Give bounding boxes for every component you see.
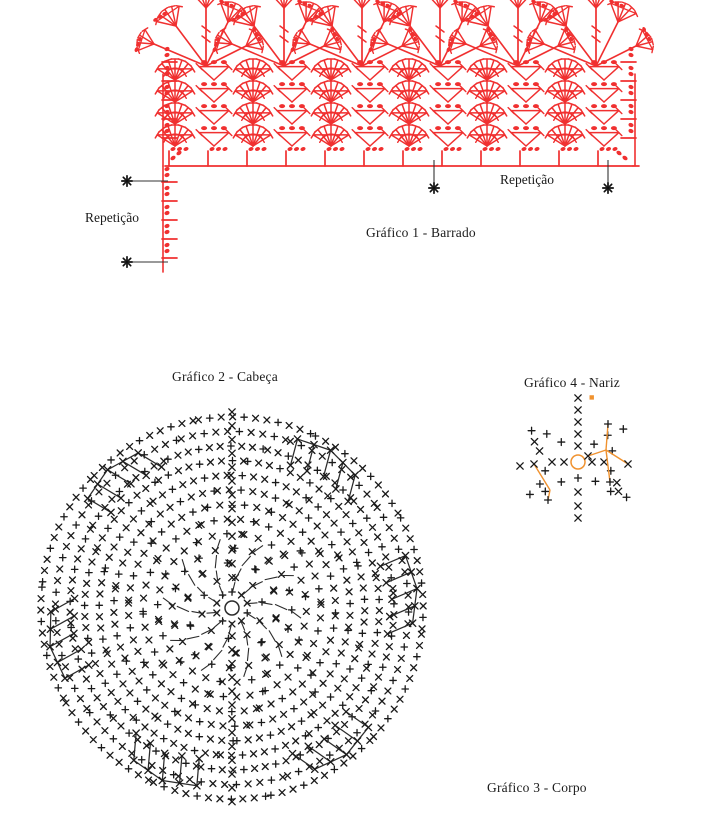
caption-grafico-4: Gráfico 4 - Nariz <box>524 375 620 390</box>
caption-grafico-3: Gráfico 3 - Corpo <box>487 780 587 795</box>
grafico-4-nariz <box>516 394 632 522</box>
caption-grafico-1: Gráfico 1 - Barrado <box>366 225 476 240</box>
grafico-3-corpo <box>37 408 427 806</box>
repeticao-label-left: Repetição <box>85 210 139 225</box>
caption-grafico-2: Gráfico 2 - Cabeça <box>172 369 278 384</box>
grafico-1-barrado <box>134 0 654 273</box>
repeticao-label-right: Repetição <box>500 172 554 187</box>
